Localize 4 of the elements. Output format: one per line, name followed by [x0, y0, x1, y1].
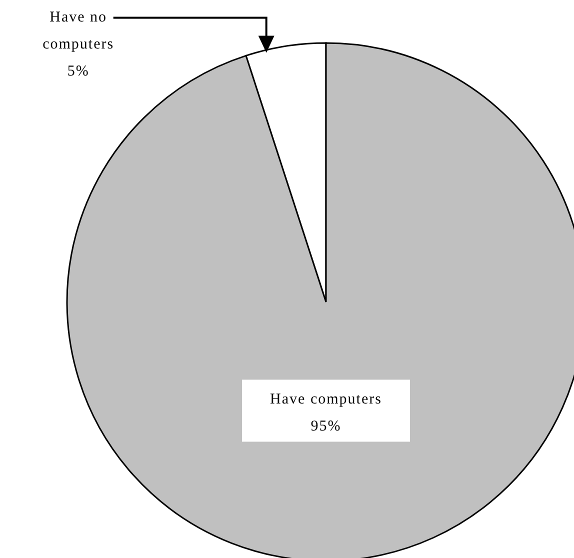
- slice-label: Have no computers: [42, 10, 114, 53]
- slice-label: Have computers: [270, 392, 382, 408]
- data-label: 95%: [310, 418, 342, 435]
- data-label: 5%: [67, 64, 90, 80]
